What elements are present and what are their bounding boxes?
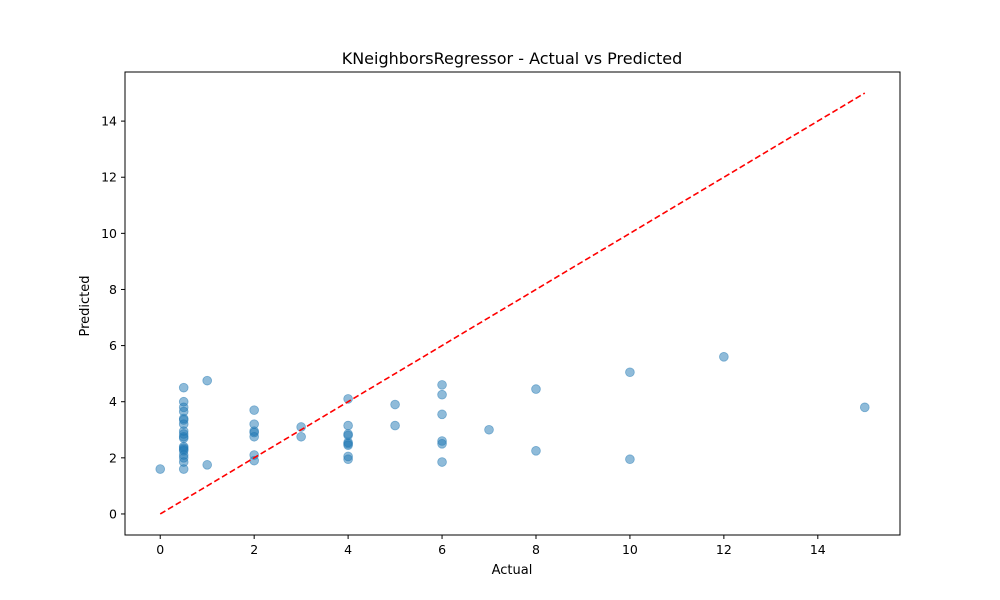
data-point	[484, 424, 494, 435]
y-tick-label: 0	[109, 506, 117, 521]
axes-layer: 0 2 4 6 8 10 12 14 0 2 4 6 8 10 12 14	[101, 71, 901, 557]
data-point	[202, 460, 212, 470]
points-layer	[155, 352, 870, 474]
x-tick-label: 4	[344, 542, 352, 557]
data-point	[178, 433, 189, 443]
data-point	[719, 352, 729, 362]
data-point	[343, 454, 353, 465]
data-point	[155, 464, 166, 474]
x-tick-label: 10	[622, 542, 638, 557]
data-point	[437, 380, 447, 390]
x-axis-label: Actual	[492, 563, 533, 578]
data-point	[437, 409, 447, 420]
x-tick-label: 6	[438, 542, 446, 557]
data-point	[178, 464, 189, 474]
x-tick-label: 0	[156, 542, 164, 557]
y-tick-label: 10	[101, 226, 117, 241]
y-tick-label: 2	[109, 450, 117, 465]
data-point	[531, 446, 541, 456]
data-point	[531, 384, 541, 394]
y-tick-label: 12	[101, 170, 117, 185]
reference-line-layer	[159, 92, 866, 515]
data-point	[343, 420, 353, 431]
data-point	[390, 399, 400, 410]
x-tick-label: 14	[810, 542, 826, 557]
data-point	[390, 420, 400, 431]
y-tick-label: 4	[109, 394, 117, 409]
data-point	[437, 389, 447, 400]
y-axis-label: Predicted	[78, 275, 93, 336]
x-tick-label: 12	[716, 542, 732, 557]
data-point	[343, 440, 353, 451]
x-tick-label: 2	[250, 542, 258, 557]
x-tick-label: 8	[532, 542, 540, 557]
data-point	[202, 375, 212, 386]
plot-frame	[124, 71, 901, 536]
data-point	[296, 431, 306, 442]
data-point	[437, 439, 447, 449]
y-tick-label: 14	[101, 114, 117, 129]
data-point	[625, 367, 635, 378]
reference-line	[159, 92, 866, 515]
data-point	[249, 431, 259, 442]
data-point	[859, 402, 870, 413]
y-tick-label: 6	[109, 338, 117, 353]
data-point	[437, 457, 447, 467]
data-point	[178, 382, 189, 393]
data-point	[249, 405, 259, 415]
data-point	[625, 454, 635, 465]
y-tick-label: 8	[109, 282, 117, 297]
chart-title: KNeighborsRegressor - Actual vs Predicte…	[342, 49, 683, 68]
